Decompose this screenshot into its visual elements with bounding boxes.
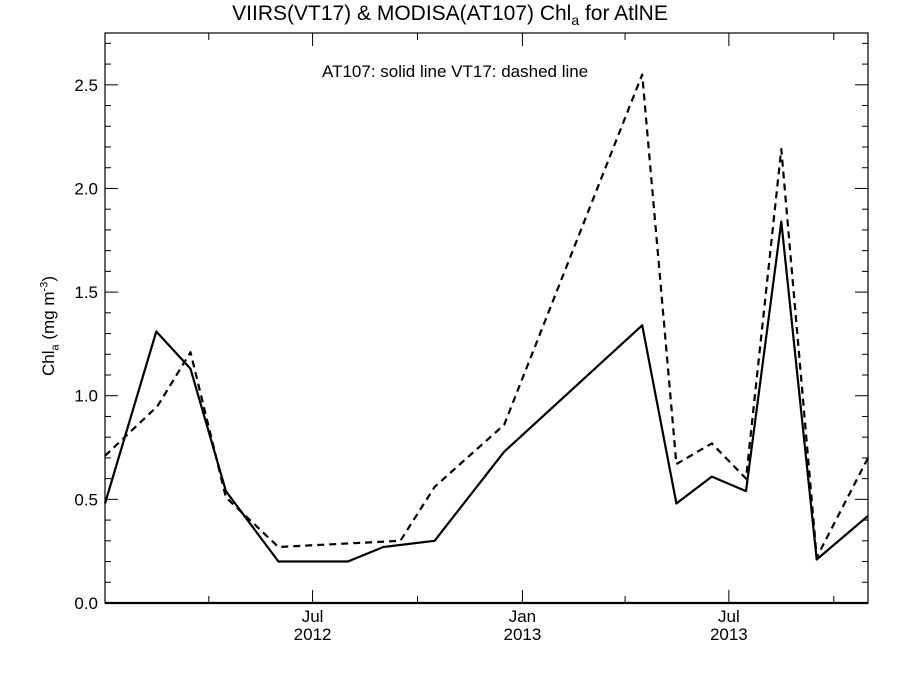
y-tick-label: 0.5: [74, 490, 98, 509]
x-tick-label-month: Jul: [302, 607, 324, 626]
y-tick-label: 1.5: [74, 283, 98, 302]
plot-frame: [104, 32, 869, 604]
x-tick-label-month: Jul: [718, 607, 740, 626]
y-tick-label: 1.0: [74, 387, 98, 406]
series-annotation: AT107: solid line VT17: dashed line: [322, 62, 589, 81]
x-tick-label-year: 2013: [710, 625, 748, 644]
y-tick-label: 2.0: [74, 179, 98, 198]
series-line-vt17: [104, 73, 869, 559]
y-tick-label: 0.0: [74, 594, 98, 613]
x-tick-label-month: Jan: [509, 607, 536, 626]
x-tick-label-year: 2012: [294, 625, 332, 644]
y-tick-label: 2.5: [74, 76, 98, 95]
x-tick-label-year: 2013: [504, 625, 542, 644]
chart-title: VIIRS(VT17) & MODISA(AT107) Chla for Atl…: [232, 2, 668, 29]
series-line-at107: [103, 220, 869, 563]
